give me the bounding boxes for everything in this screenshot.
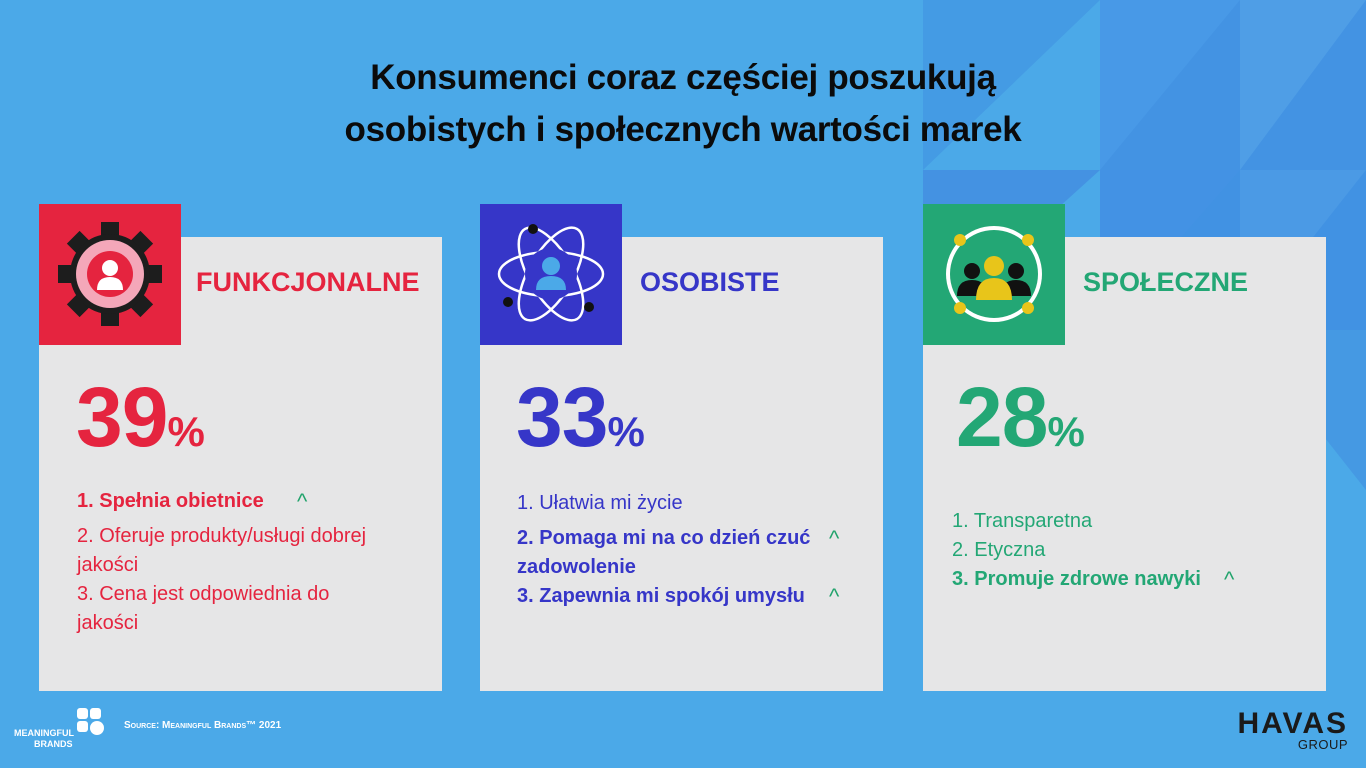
logo-line-1: MEANINGFUL bbox=[14, 728, 74, 738]
page-title: Konsumenci coraz częściej poszukują osob… bbox=[0, 52, 1366, 156]
value-number: 28 bbox=[956, 370, 1048, 464]
up-arrow-icon: ^ bbox=[829, 526, 840, 551]
havas-wordmark: HAVAS bbox=[1237, 707, 1348, 740]
list-item: 2. Oferuje produkty/usługi dobrej jakośc… bbox=[77, 525, 367, 576]
category-label-functional: FUNKCJONALNE bbox=[196, 267, 420, 297]
up-arrow-icon: ^ bbox=[1224, 567, 1235, 592]
item-list-functional: 1. Spełnia obietnice ^ 2. Oferuje produk… bbox=[77, 487, 417, 638]
group-wordmark: GROUP bbox=[1297, 737, 1348, 752]
list-item: 3. Promuje zdrowe nawyki ^ bbox=[952, 567, 1235, 592]
value-unit: % bbox=[1047, 408, 1085, 455]
list-item: 2. Etyczna bbox=[952, 539, 1046, 561]
value-number: 33 bbox=[516, 370, 608, 464]
atom-person-icon bbox=[480, 204, 622, 345]
up-arrow-icon: ^ bbox=[297, 489, 308, 514]
up-arrow-icon: ^ bbox=[829, 584, 840, 609]
people-group-icon bbox=[923, 204, 1065, 345]
list-item: 3. Cena jest odpowiednia do jakości bbox=[77, 583, 330, 634]
percentage-functional: 39% bbox=[76, 372, 205, 487]
list-item: 1. Transparetna bbox=[952, 510, 1093, 532]
category-label-social: SPOŁECZNE bbox=[1083, 267, 1249, 297]
list-item: 3. Zapewnia mi spokój umysłu ^ bbox=[517, 584, 840, 609]
value-number: 39 bbox=[76, 370, 168, 464]
value-unit: % bbox=[167, 408, 205, 455]
logo-line-2: BRANDS bbox=[34, 739, 73, 749]
item-list-personal: 1. Ułatwia mi życie 2. Pomaga mi na co d… bbox=[517, 489, 857, 611]
percentage-personal: 33% bbox=[516, 372, 645, 487]
title-line-2: osobistych i społecznych wartości marek bbox=[344, 110, 1022, 149]
havas-group-logo: HAVAS GROUP bbox=[1237, 707, 1348, 752]
percentage-social: 28% bbox=[956, 372, 1085, 487]
list-item: 2. Pomaga mi na co dzień czuć zadowoleni… bbox=[517, 526, 840, 578]
value-unit: % bbox=[607, 408, 645, 455]
category-label-personal: OSOBISTE bbox=[640, 267, 780, 297]
item-list-social: 1. Transparetna 2. Etyczna 3. Promuje zd… bbox=[952, 507, 1292, 594]
list-item: 1. Spełnia obietnice ^ bbox=[77, 489, 308, 514]
title-line-1: Konsumenci coraz częściej poszukują bbox=[370, 58, 996, 97]
source-note: Source: Meaningful Brands™ 2021 bbox=[124, 720, 282, 731]
gear-person-icon bbox=[39, 204, 181, 345]
list-item: 1. Ułatwia mi życie bbox=[517, 492, 683, 514]
